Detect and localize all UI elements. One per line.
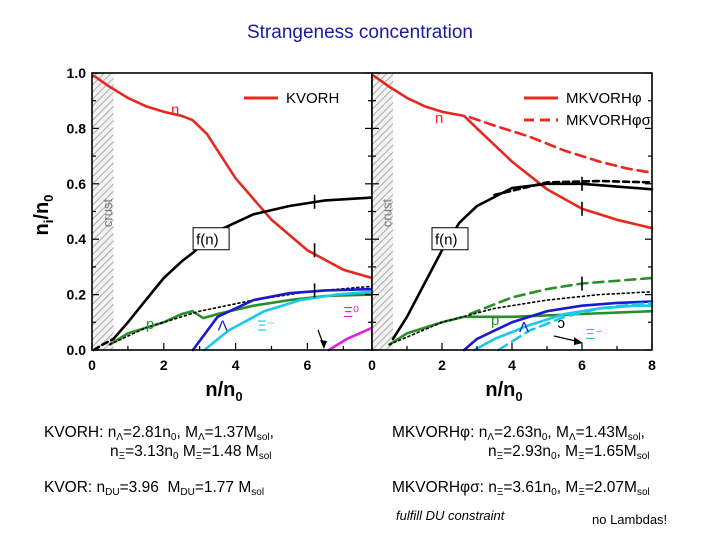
series-f-n	[112, 196, 374, 341]
x-axis-title: n/n0	[485, 379, 522, 404]
series-n	[92, 74, 374, 280]
curve-label-ξ: Ξ⁻	[257, 318, 275, 335]
x-tick-label: 2	[160, 357, 168, 373]
series-λ	[191, 287, 374, 352]
curve-label-p: p	[491, 312, 499, 329]
note-no-lambdas: no Lambdas!	[592, 512, 668, 527]
y-tick-label: 0.0	[67, 342, 87, 358]
curve-label-n: n	[171, 102, 179, 119]
label-box	[431, 227, 469, 251]
series-f-n-continuation	[92, 337, 115, 352]
legend-label: KVORH	[286, 90, 339, 107]
y-tick-label: 0.4	[67, 231, 87, 247]
note-kvorh-xi: nΞ=3.13n0 MΞ=1.48 Msol	[110, 443, 272, 462]
x-tick-label: 0	[368, 357, 376, 373]
legend-label: MKVORHφσ	[566, 112, 652, 129]
note-fulfill: fulfill DU constraint	[396, 508, 505, 523]
curve-label-λ: Λ	[519, 319, 529, 336]
legend-label: MKVORHφ	[566, 90, 642, 107]
series-ξ	[203, 290, 374, 352]
arrow-head	[320, 340, 327, 349]
y-axis-title: ni/n0	[31, 195, 56, 236]
crust-label: crust	[380, 199, 395, 228]
y-tick-label: 0.2	[67, 287, 87, 303]
crust-band	[372, 73, 393, 350]
x-tick-label: 6	[303, 357, 311, 373]
x-tick-label: 0	[88, 357, 96, 373]
slide-title: Strangeness concentration	[246, 22, 474, 43]
chart-left: crust n f(n) p Λ Ξ⁻ Ξ⁰ KVORH 0 2 4 6 0.0 0.2 0.4 0.6 0.8…	[67, 65, 374, 404]
curve-label-ξ: Ξ⁻	[586, 326, 604, 343]
series-n-mkvorhφσ	[468, 116, 654, 174]
series-ξ-mkvorhφ	[473, 304, 654, 352]
y-tick-label: 0.6	[67, 176, 87, 192]
series-f-n-dashed	[493, 179, 654, 197]
x-tick-label: 8	[648, 357, 656, 373]
crust-label: crust	[100, 199, 115, 228]
note-mkvorh-phi: MKVORHφ: nΛ=2.63n0, MΛ=1.43Msol,	[392, 424, 645, 443]
series-ξ-mkvorhφσ	[497, 301, 654, 352]
series-p-mkvorhφ	[388, 309, 654, 346]
note-kvor: KVOR: nDU=3.96 MDU=1.77 Msol	[44, 479, 265, 498]
curve-label-item: ɔ	[558, 315, 566, 332]
x-tick-label: 2	[438, 357, 446, 373]
x-tick-label: 6	[578, 357, 586, 373]
curve-label-f-n: f(n)	[435, 232, 458, 249]
crust-band	[92, 73, 114, 350]
note-kvorh: KVORH: nΛ=2.81n0, MΛ=1.37Msol,	[44, 424, 274, 443]
y-tick-label: 1.0	[67, 65, 87, 81]
note-mkvorh-phi-xi: nΞ=2.93n0, MΞ=1.65Msol	[488, 443, 650, 462]
x-tick-label: 4	[232, 357, 240, 373]
series-n-mkvorhφ	[372, 74, 654, 230]
plot-frame	[91, 72, 373, 351]
series-ξ	[327, 326, 374, 352]
label-box	[192, 227, 230, 251]
curve-label-n: n	[435, 110, 443, 127]
note-mkvorh-phisigma: MKVORHφσ: nΞ=3.61n0, MΞ=2.07Msol	[392, 479, 650, 498]
curve-label-ξ: Ξ⁰	[343, 304, 359, 321]
curve-label-f-n: f(n)	[196, 232, 219, 249]
series-p-mkvorhφσ	[468, 276, 654, 316]
series-λ-mkvorhφ	[462, 300, 654, 352]
arrow-head	[574, 337, 583, 345]
series-f-n	[391, 182, 654, 341]
series-kvor-p	[388, 290, 653, 346]
x-axis-title: n/n0	[205, 379, 242, 404]
curve-label-λ: Λ	[218, 318, 228, 335]
x-tick-label: 4	[508, 357, 516, 373]
y-tick-label: 0.8	[67, 120, 87, 136]
curve-label-p: p	[146, 316, 154, 333]
